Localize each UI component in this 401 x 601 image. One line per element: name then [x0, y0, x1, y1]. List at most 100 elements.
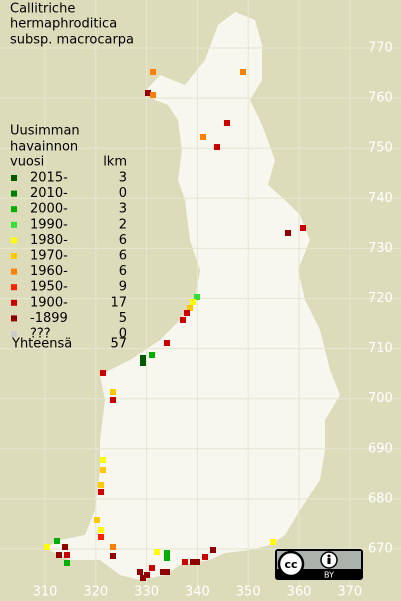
legend-swatch [11, 299, 17, 306]
observation [200, 134, 206, 140]
title-line: hermaphroditica [10, 17, 117, 32]
observation [98, 482, 104, 488]
observation [164, 340, 170, 346]
observation [137, 569, 143, 575]
land [45, 12, 340, 580]
observation [182, 559, 188, 565]
north-label: 730 [368, 241, 393, 256]
east-label: 370 [337, 585, 362, 600]
observation [300, 225, 306, 231]
east-label: 350 [236, 585, 261, 600]
observation [100, 370, 106, 376]
legend-header: vuosi [10, 155, 44, 170]
north-label: 760 [368, 91, 393, 106]
east-label: 340 [185, 585, 210, 600]
legend-swatch [11, 175, 17, 181]
observation [194, 294, 200, 300]
cc-icon [277, 550, 305, 578]
observation [110, 544, 116, 550]
total-label: Yhteensä [11, 337, 72, 352]
north-label: 710 [368, 341, 393, 356]
legend-label: 1900- [30, 295, 68, 310]
observation [140, 575, 146, 581]
legend-label: 1950- [30, 280, 68, 295]
legend-swatch [11, 331, 17, 337]
legend-count: 0 [119, 327, 127, 342]
observation [202, 554, 208, 560]
legend-count: 2 [119, 217, 127, 232]
legend-label: ??? [30, 327, 51, 342]
observation [110, 397, 116, 403]
observation [110, 389, 116, 395]
legend-label: 1960- [30, 264, 68, 279]
title-line: Callitriche [10, 2, 75, 17]
observation [140, 355, 146, 361]
observation [64, 552, 70, 558]
legend-swatch [11, 284, 17, 291]
legend-count: 9 [119, 280, 127, 295]
north-label: 690 [368, 441, 393, 456]
observation [56, 552, 62, 558]
observation [98, 489, 104, 495]
observation [240, 69, 246, 75]
north-label: 750 [368, 141, 393, 156]
observation [98, 534, 104, 540]
legend-count: 3 [119, 202, 127, 217]
observation [180, 317, 186, 323]
observation [140, 360, 146, 366]
by-head [327, 554, 331, 558]
observation [149, 352, 155, 358]
north-label: 680 [368, 491, 393, 506]
observation [145, 90, 151, 96]
observation [100, 457, 106, 463]
legend-label: 1970- [30, 249, 68, 264]
legend-label: 1990- [30, 217, 68, 232]
east-label: 360 [287, 585, 312, 600]
observation [144, 572, 150, 578]
legend-swatch [11, 253, 17, 259]
observation [187, 305, 193, 311]
legend-label: -1899 [30, 311, 68, 326]
legend-label: 2010- [30, 186, 68, 201]
legend-swatch [11, 268, 17, 275]
legend-count: 0 [119, 186, 127, 201]
observation [214, 144, 220, 150]
observation [64, 560, 70, 566]
observation [110, 553, 116, 559]
legend-label: 1980- [30, 233, 68, 248]
legend-header: lkm [103, 155, 127, 170]
by-body [327, 558, 331, 564]
observation [44, 544, 50, 550]
observation [62, 544, 68, 550]
observation [164, 555, 170, 561]
observation [224, 120, 230, 126]
observation [149, 565, 155, 571]
observation [190, 299, 196, 305]
legend-label: 2015- [30, 171, 68, 186]
legend-count: 6 [119, 264, 127, 279]
legend: 2015- 3 2010- 0 2000- 3 1990- 2 1980- 6 1970- 6 1960… [11, 171, 127, 342]
observation [150, 92, 156, 98]
legend-swatch [11, 221, 17, 228]
observation [98, 527, 104, 533]
observation [184, 310, 190, 316]
cc-text: cc [284, 558, 297, 571]
observation [160, 569, 166, 575]
observation [270, 539, 276, 545]
north-label: 740 [368, 191, 393, 206]
legend-header: Uusimman [10, 124, 80, 139]
legend-count: 6 [119, 233, 127, 248]
observation [190, 559, 196, 565]
east-label: 310 [33, 585, 58, 600]
observation [54, 538, 60, 544]
legend-count: 5 [119, 311, 127, 326]
legend-count: 6 [119, 249, 127, 264]
legend-header: havainnon [10, 140, 78, 155]
legend-swatch [11, 206, 17, 213]
legend-count: 17 [110, 295, 127, 310]
north-label: 670 [368, 542, 393, 557]
legend-count: 3 [119, 171, 127, 186]
legend-swatch [11, 237, 17, 244]
